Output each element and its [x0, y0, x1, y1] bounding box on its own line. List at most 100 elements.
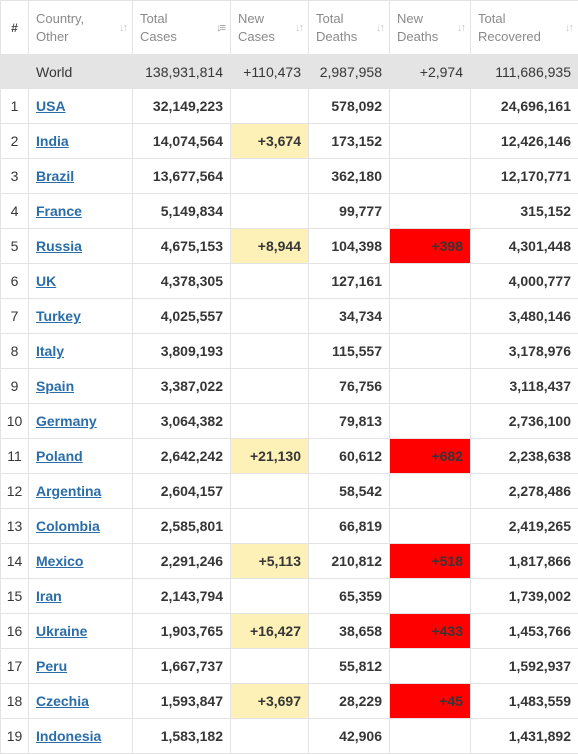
table-header-row: # Country, Other ↓↑ Total Cases ↓≡ New Case…: [0, 0, 578, 55]
country-link[interactable]: Germany: [36, 413, 97, 429]
world-row: World 138,931,814 +110,473 2,987,958 +2,…: [0, 54, 578, 89]
country-link[interactable]: Colombia: [36, 518, 100, 534]
total-cases-cell: 13,677,564: [132, 158, 231, 194]
header-country[interactable]: Country, Other ↓↑: [28, 0, 133, 55]
row-rank: 18: [0, 683, 29, 719]
new-cases-cell: +5,113: [230, 543, 309, 579]
country-link[interactable]: Czechia: [36, 693, 89, 709]
sort-arrows-icon[interactable]: ↓↑: [295, 21, 304, 34]
total-recovered-cell: 2,736,100: [470, 403, 578, 439]
sort-arrows-icon[interactable]: ↓↑: [457, 21, 466, 34]
country-link[interactable]: Iran: [36, 588, 62, 604]
country-link[interactable]: Turkey: [36, 308, 81, 324]
total-recovered-cell: 1,592,937: [470, 648, 578, 684]
country-link: Peru: [28, 648, 133, 684]
total-recovered-cell: 315,152: [470, 193, 578, 229]
country-link: Mexico: [28, 543, 133, 579]
world-new-deaths: +2,974: [389, 54, 471, 89]
header-new-deaths[interactable]: New Deaths ↓↑: [389, 0, 471, 55]
country-link[interactable]: Italy: [36, 343, 65, 359]
new-deaths-cell: [389, 718, 471, 754]
new-deaths-cell: [389, 158, 471, 194]
total-recovered-cell: 3,178,976: [470, 333, 578, 369]
country-link[interactable]: Poland: [36, 448, 83, 464]
header-new-cases[interactable]: New Cases ↓↑: [230, 0, 309, 55]
country-link[interactable]: Brazil: [36, 168, 75, 184]
new-deaths-cell: [389, 473, 471, 509]
total-cases-cell: 3,387,022: [132, 368, 231, 404]
country-link[interactable]: France: [36, 203, 82, 219]
total-recovered-cell: 1,431,892: [470, 718, 578, 754]
header-total-recovered[interactable]: Total Recovered ↓↑: [470, 0, 578, 55]
world-total-cases: 138,931,814: [132, 54, 231, 89]
row-rank: 1: [0, 88, 29, 124]
country-link: Indonesia: [28, 718, 133, 754]
total-cases-cell: 2,604,157: [132, 473, 231, 509]
new-cases-cell: +3,674: [230, 123, 309, 159]
new-deaths-cell: +682: [389, 438, 471, 474]
country-link[interactable]: Spain: [36, 378, 75, 394]
new-cases-cell: [230, 88, 309, 124]
new-deaths-cell: [389, 333, 471, 369]
table-row: 18 Czechia 1,593,847 +3,697 28,229 +45 1,483,5…: [0, 683, 578, 719]
row-rank: 19: [0, 718, 29, 754]
country-link[interactable]: Russia: [36, 238, 82, 254]
total-deaths-cell: 55,812: [308, 648, 390, 684]
country-link: Brazil: [28, 158, 133, 194]
row-rank: 11: [0, 438, 29, 474]
total-deaths-cell: 66,819: [308, 508, 390, 544]
country-link[interactable]: India: [36, 133, 69, 149]
row-rank: 9: [0, 368, 29, 404]
total-deaths-cell: 104,398: [308, 228, 390, 264]
new-cases-cell: [230, 193, 309, 229]
total-cases-cell: 3,809,193: [132, 333, 231, 369]
new-cases-cell: +3,697: [230, 683, 309, 719]
table-row: 12 Argentina 2,604,157 58,542 2,278,486: [0, 473, 578, 509]
country-link: Germany: [28, 403, 133, 439]
row-rank: 12: [0, 473, 29, 509]
new-cases-cell: +21,130: [230, 438, 309, 474]
row-rank: 13: [0, 508, 29, 544]
header-new-cases-label: New Cases: [238, 10, 275, 44]
country-link[interactable]: Mexico: [36, 553, 84, 569]
country-link[interactable]: Ukraine: [36, 623, 88, 639]
row-rank: 14: [0, 543, 29, 579]
country-link[interactable]: USA: [36, 98, 66, 114]
country-link[interactable]: Peru: [36, 658, 68, 674]
table-row: 4 France 5,149,834 99,777 315,152: [0, 193, 578, 229]
header-total-deaths[interactable]: Total Deaths ↓↑: [308, 0, 390, 55]
total-deaths-cell: 34,734: [308, 298, 390, 334]
total-recovered-cell: 1,739,002: [470, 578, 578, 614]
country-link: Poland: [28, 438, 133, 474]
total-deaths-cell: 127,161: [308, 263, 390, 299]
sort-arrows-icon[interactable]: ↓↑: [119, 21, 128, 34]
sort-arrows-icon[interactable]: ↓↑: [376, 21, 385, 34]
total-deaths-cell: 362,180: [308, 158, 390, 194]
table-row: 13 Colombia 2,585,801 66,819 2,419,265: [0, 508, 578, 544]
sort-desc-icon[interactable]: ↓≡: [216, 21, 226, 34]
country-link[interactable]: Indonesia: [36, 728, 102, 744]
total-recovered-cell: 24,696,161: [470, 88, 578, 124]
table-row: 7 Turkey 4,025,557 34,734 3,480,146: [0, 298, 578, 334]
country-link: UK: [28, 263, 133, 299]
table-row: 19 Indonesia 1,583,182 42,906 1,431,892: [0, 718, 578, 754]
new-cases-cell: [230, 718, 309, 754]
new-deaths-cell: +398: [389, 228, 471, 264]
total-deaths-cell: 28,229: [308, 683, 390, 719]
country-link[interactable]: Argentina: [36, 483, 102, 499]
header-total-cases[interactable]: Total Cases ↓≡: [132, 0, 231, 55]
sort-arrows-icon[interactable]: ↓↑: [565, 21, 574, 34]
row-rank: 5: [0, 228, 29, 264]
header-country-label: Country, Other: [36, 10, 85, 44]
new-deaths-cell: [389, 578, 471, 614]
total-recovered-cell: 1,817,866: [470, 543, 578, 579]
country-link[interactable]: UK: [36, 273, 57, 289]
total-cases-cell: 2,143,794: [132, 578, 231, 614]
header-total-deaths-label: Total Deaths: [316, 10, 358, 44]
world-new-cases: +110,473: [230, 54, 309, 89]
country-link: Argentina: [28, 473, 133, 509]
new-deaths-cell: +45: [389, 683, 471, 719]
row-rank: 6: [0, 263, 29, 299]
total-recovered-cell: 3,480,146: [470, 298, 578, 334]
